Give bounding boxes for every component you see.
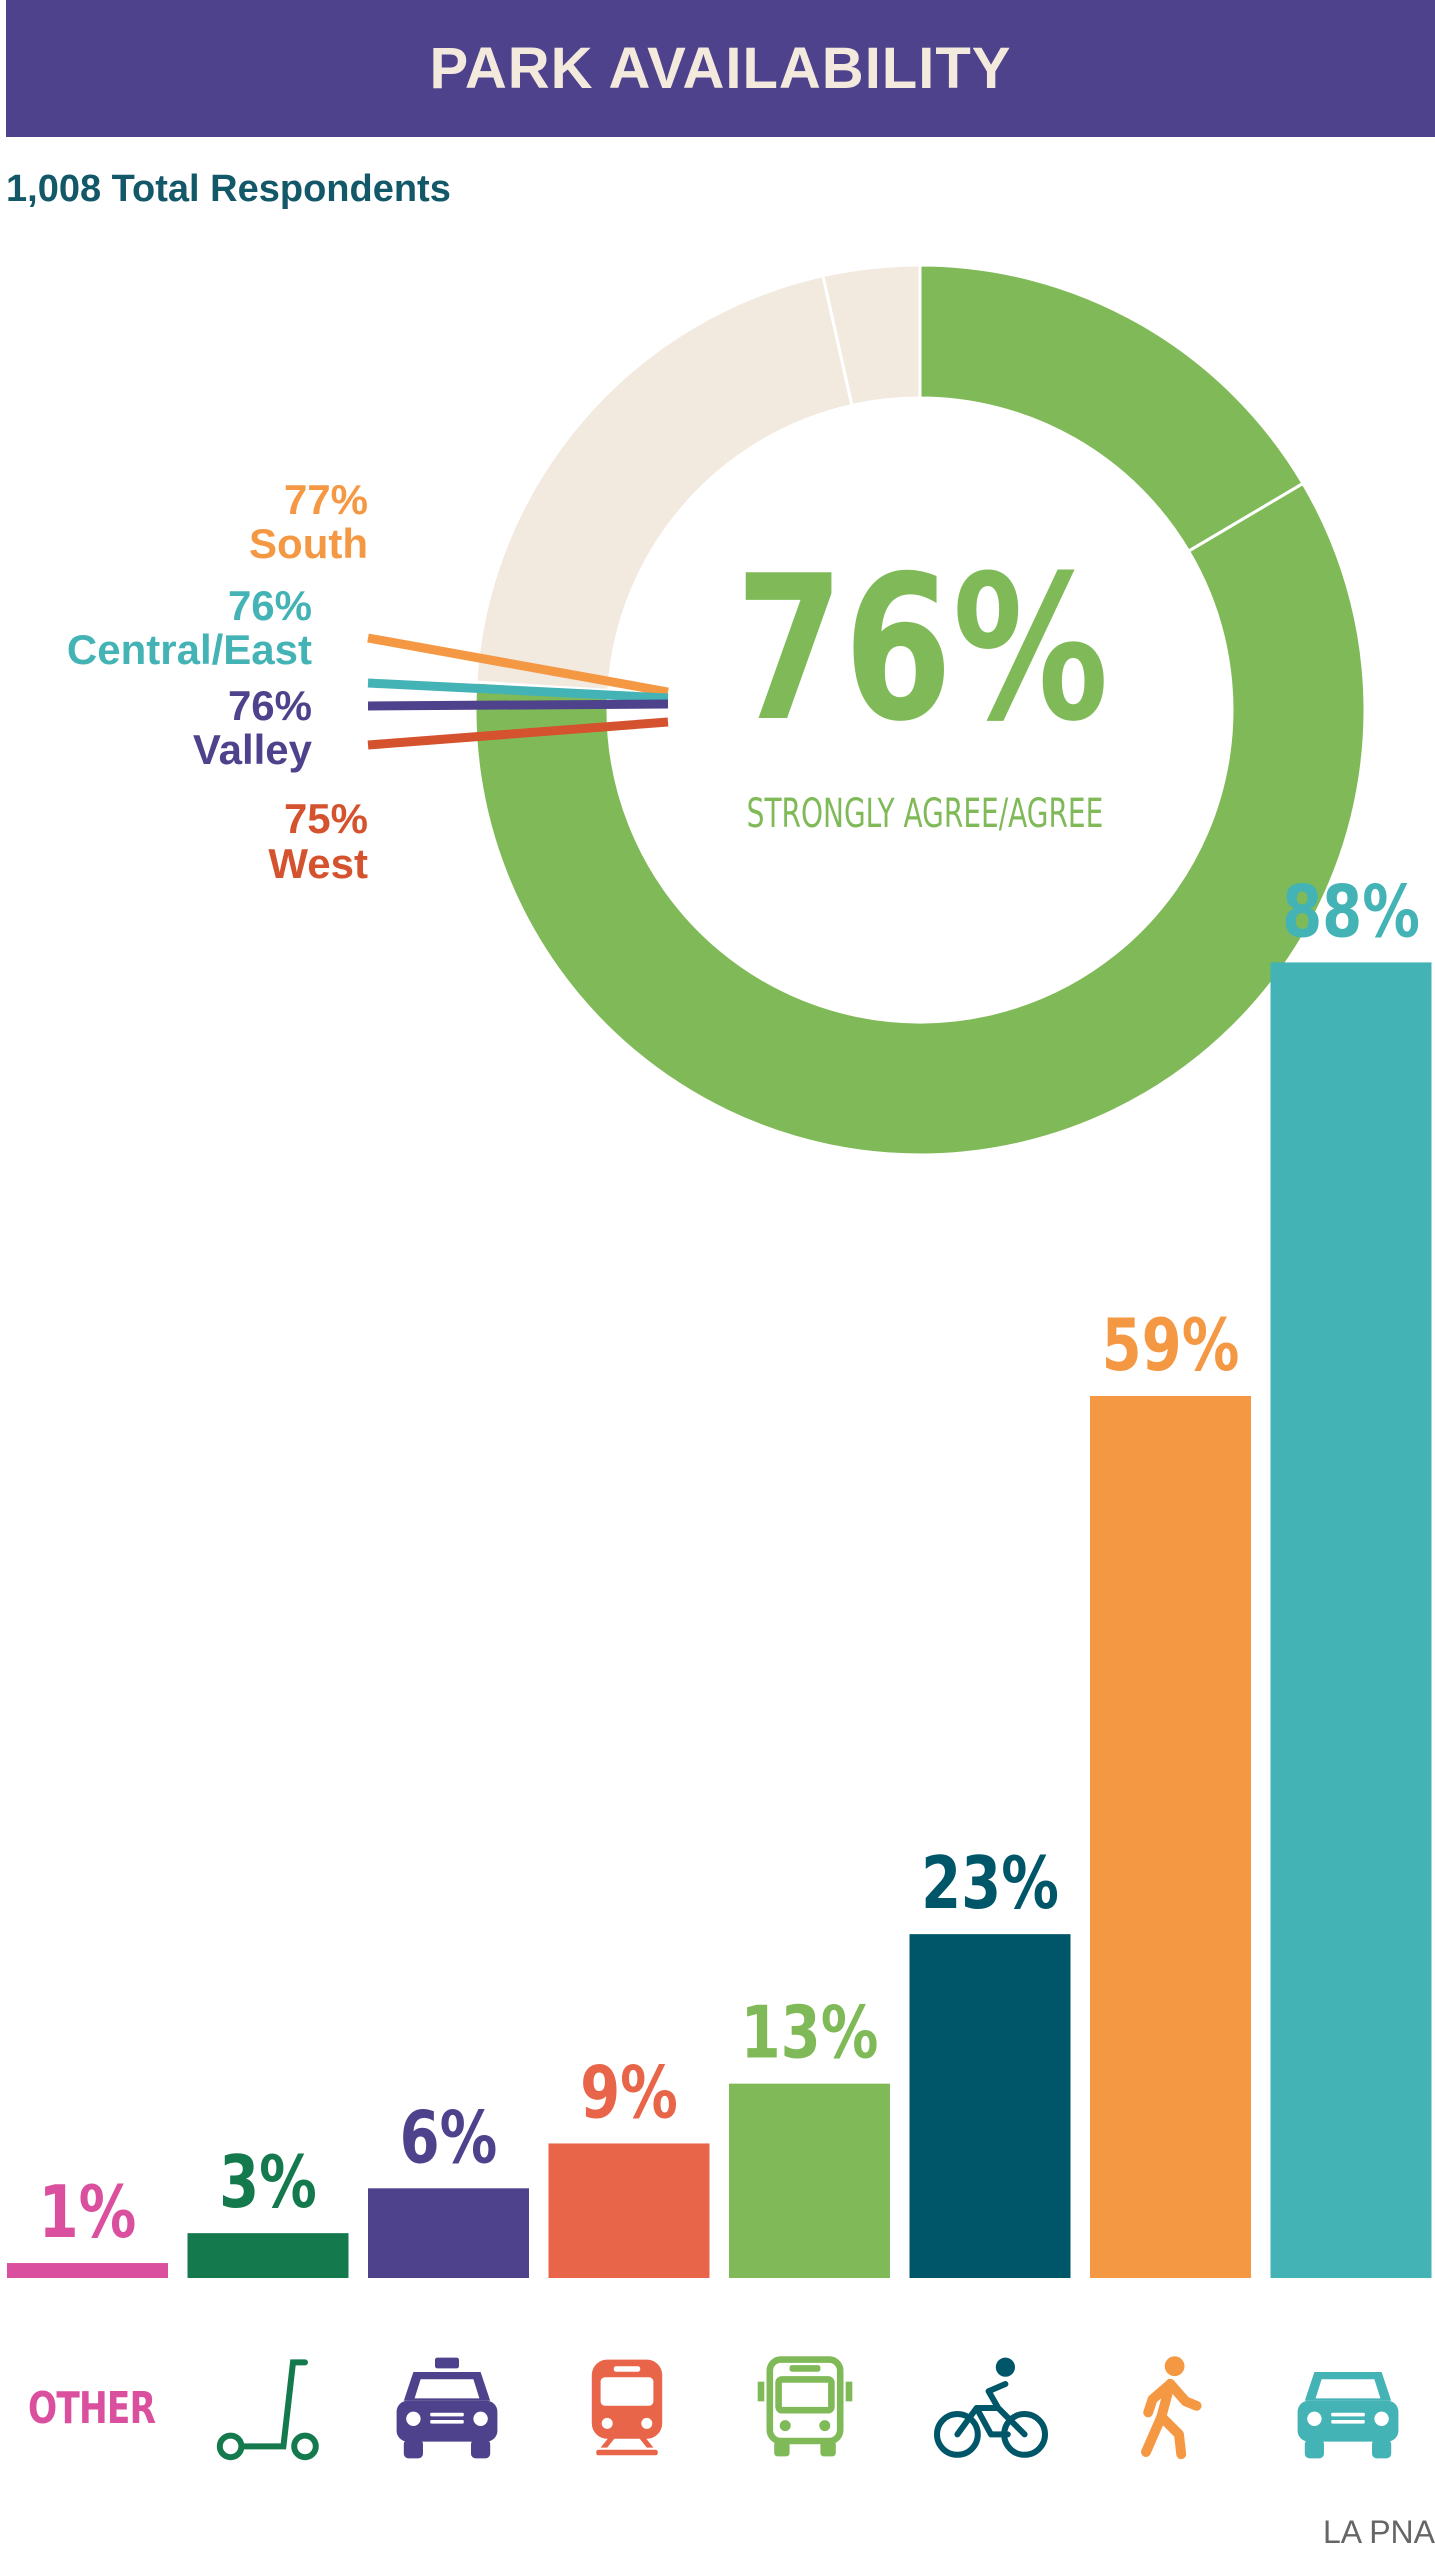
bar-value-label: 3% bbox=[219, 2141, 317, 2225]
bar-value-label: 59% bbox=[1102, 1304, 1240, 1388]
icon-cell-train bbox=[557, 2338, 697, 2478]
donut-slice bbox=[918, 263, 1306, 554]
bar-value-label: 1% bbox=[39, 2171, 137, 2255]
icon-cell-car bbox=[1278, 2338, 1418, 2478]
region-name: South bbox=[249, 520, 368, 567]
scooter-icon bbox=[216, 2359, 319, 2461]
bar-value-label: 13% bbox=[741, 1991, 879, 2075]
page-title: PARK AVAILABILITY bbox=[429, 36, 1012, 101]
bar-car bbox=[1270, 962, 1432, 2278]
bicycle-icon bbox=[934, 2357, 1048, 2458]
icon-cell-other: OTHER bbox=[22, 2338, 162, 2478]
respondents-count: 1,008 Total Respondents bbox=[6, 168, 451, 210]
icon-cell-walking bbox=[1098, 2338, 1238, 2478]
region-name: Valley bbox=[193, 726, 313, 773]
train-icon bbox=[591, 2359, 663, 2456]
icon-cell-bus bbox=[735, 2338, 875, 2478]
bar-bicycle bbox=[909, 1934, 1071, 2278]
donut-center-value: 76% bbox=[735, 534, 1108, 766]
donut-center-label: STRONGLY AGREE/AGREE bbox=[747, 791, 1104, 837]
bar-value-label: 23% bbox=[921, 1842, 1059, 1926]
region-name: West bbox=[268, 840, 368, 887]
source-credit: LA PNA bbox=[1322, 2514, 1435, 2550]
bar-value-label: 9% bbox=[580, 2051, 678, 2135]
donut-slice bbox=[821, 263, 922, 408]
donut-slice bbox=[474, 273, 854, 693]
region-percent: 77% bbox=[284, 476, 368, 523]
region-percent: 76% bbox=[228, 682, 312, 729]
region-leader-line bbox=[367, 699, 669, 711]
icon-cell-scooter bbox=[199, 2338, 339, 2478]
car-icon bbox=[1297, 2372, 1399, 2459]
icon-cell-taxi bbox=[377, 2338, 517, 2478]
bar-value-label: 88% bbox=[1282, 870, 1420, 954]
icon-cell-bicycle bbox=[921, 2338, 1061, 2478]
bar-chart: 1% 3% 6% 9% 13% 23% 59% 88% bbox=[7, 870, 1432, 2278]
region-leader-line bbox=[367, 633, 669, 697]
bar-scooter bbox=[187, 2233, 349, 2278]
region-percent: 76% bbox=[228, 582, 312, 629]
region-leader-line bbox=[367, 678, 669, 703]
donut-chart: 76% STRONGLY AGREE/AGREE bbox=[473, 263, 1367, 1157]
bar-walking bbox=[1090, 1395, 1251, 2278]
region-percent: 75% bbox=[284, 795, 368, 842]
bus-icon bbox=[757, 2356, 853, 2457]
region-leader-line bbox=[367, 717, 669, 750]
bar-OTHER bbox=[7, 2263, 168, 2278]
bar-bus bbox=[729, 2083, 890, 2278]
region-name: Central/East bbox=[67, 626, 312, 673]
taxi-icon bbox=[396, 2357, 498, 2459]
bar-taxi bbox=[368, 2188, 529, 2278]
bar-train bbox=[548, 2143, 710, 2278]
walking-icon bbox=[1141, 2356, 1202, 2460]
header-banner: PARK AVAILABILITY bbox=[6, 0, 1435, 137]
bar-value-label: 6% bbox=[400, 2096, 498, 2180]
other-label: OTHER bbox=[28, 2382, 156, 2434]
